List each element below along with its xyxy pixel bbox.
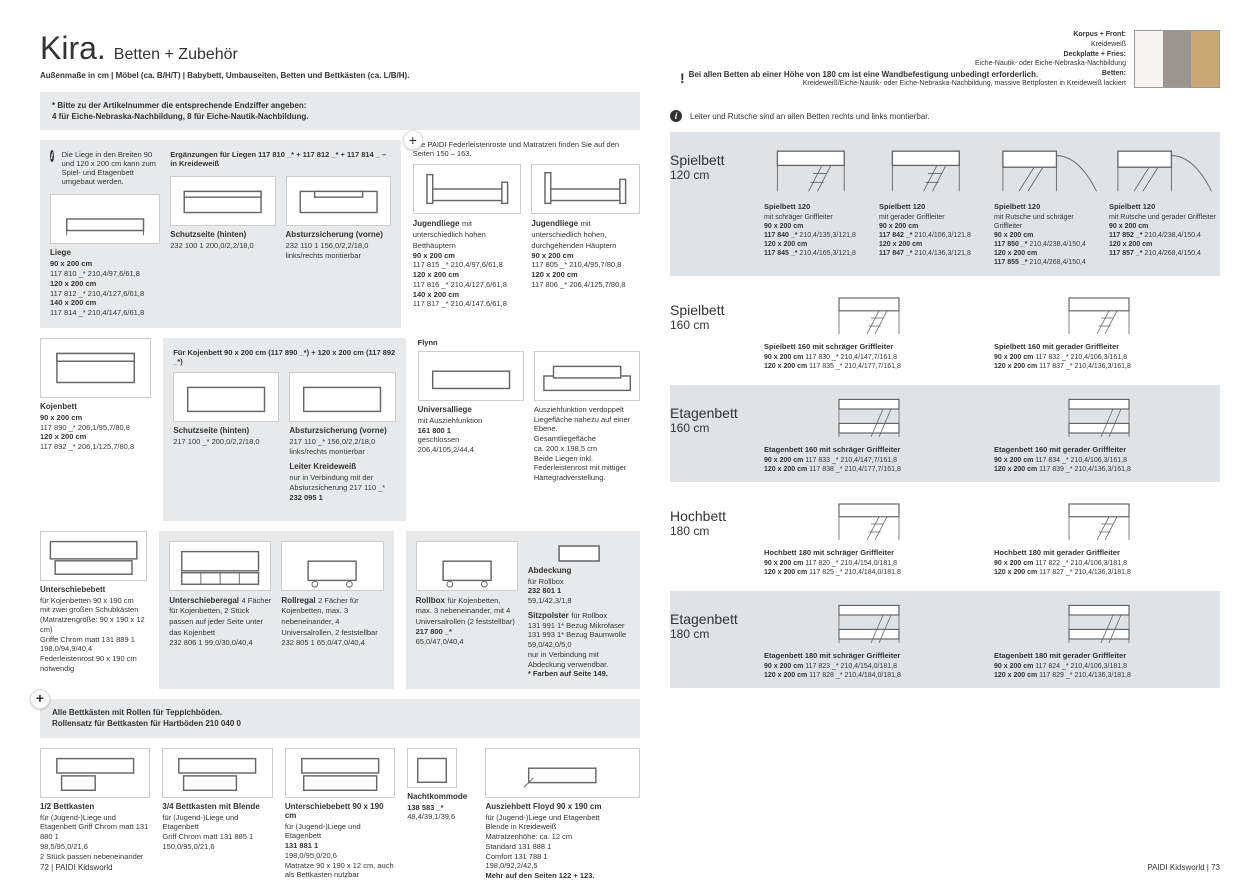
category-block: Hochbett180 cm Hochbett 180 mit schräger … <box>670 488 1220 585</box>
cat-title: Hochbett <box>670 508 750 524</box>
cat-product: Hochbett 180 mit gerader Griffleiter90 x… <box>994 496 1216 577</box>
color-swatch <box>1135 31 1163 87</box>
cat-product: Etagenbett 160 mit gerader Griffleiter90… <box>994 393 1216 474</box>
cat-product: Spielbett 120mit schräger Griffleiter90 … <box>764 140 871 268</box>
category-block: Etagenbett160 cm Etagenbett 160 mit schrä… <box>670 385 1220 482</box>
cat-sub: 180 cm <box>670 524 750 538</box>
cat-image <box>764 496 986 544</box>
info-icon: i <box>50 150 54 162</box>
cat-prod-title: Spielbett 120 <box>1109 202 1216 211</box>
cat-image <box>764 599 986 647</box>
cat-product: Hochbett 180 mit schräger Griffleiter90 … <box>764 496 986 577</box>
bettkasten-note: + Alle Bettkästen mit Rollen für Teppich… <box>40 699 640 737</box>
cat-prod-title: Spielbett 120 <box>994 202 1101 211</box>
unterschiebe-image <box>40 531 147 581</box>
cat-product: Etagenbett 180 mit schräger Griffleiter9… <box>764 599 986 680</box>
category-block: Etagenbett180 cm Etagenbett 180 mit schrä… <box>670 591 1220 688</box>
cat-image <box>1109 140 1216 198</box>
jugend1-image <box>413 164 522 214</box>
cat-prod-title: Etagenbett 180 mit schräger Griffleiter <box>764 651 986 660</box>
cat-product: Spielbett 120mit gerader Griffleiter90 x… <box>879 140 986 268</box>
cat-image <box>764 393 986 441</box>
footer-left: 72 | PAIDI Kidsworld <box>40 863 113 872</box>
info-text: Die Liege in den Breiten 90 und 120 x 20… <box>62 150 161 186</box>
rollregal-image <box>281 541 383 591</box>
absturz-image <box>286 176 391 226</box>
cat-prod-title: Hochbett 180 mit gerader Griffleiter <box>994 548 1216 557</box>
cat-prod-title: Spielbett 160 mit gerader Griffleiter <box>994 342 1216 351</box>
ubett-image <box>285 748 395 798</box>
bk12-image <box>40 748 150 798</box>
subtitle: Betten + Zubehör <box>114 46 238 64</box>
cat-image <box>764 140 871 198</box>
kojen-image <box>40 338 151 398</box>
cat-prod-title: Etagenbett 160 mit schräger Griffleiter <box>764 445 986 454</box>
unterregal-image <box>169 541 271 591</box>
cat-product: Spielbett 160 mit gerader Griffleiter90 … <box>994 290 1216 371</box>
erg-title: Ergänzungen für Liegen 117 810 _* + 117 … <box>170 150 391 168</box>
cat-prod-title: Spielbett 120 <box>764 202 871 211</box>
liege-title: Liege <box>50 248 160 257</box>
universal-image <box>418 351 524 401</box>
cat-title: Spielbett <box>670 152 750 168</box>
cat-image <box>994 496 1216 544</box>
cat-image <box>994 290 1216 338</box>
cat-product: Etagenbett 180 mit gerader Griffleiter90… <box>994 599 1216 680</box>
cat-product: Spielbett 160 mit schräger Griffleiter90… <box>764 290 986 371</box>
cat-title: Etagenbett <box>670 405 750 421</box>
cat-product: Etagenbett 160 mit schräger Griffleiter9… <box>764 393 986 474</box>
color-swatch <box>1191 31 1219 87</box>
schutz2-image <box>173 372 279 422</box>
cat-sub: 160 cm <box>670 318 750 332</box>
category-block: Spielbett160 cm Spielbett 160 mit schräge… <box>670 282 1220 379</box>
cat-product: Spielbett 120mit Rutsche und gerader Gri… <box>1109 140 1216 268</box>
info-icon: i <box>670 110 682 122</box>
color-swatch <box>1163 31 1191 87</box>
cat-prod-title: Spielbett 120 <box>879 202 986 211</box>
cat-prod-title: Spielbett 160 mit schräger Griffleiter <box>764 342 986 351</box>
cat-title: Etagenbett <box>670 611 750 627</box>
cat-sub: 120 cm <box>670 168 750 182</box>
cat-sub: 160 cm <box>670 421 750 435</box>
absturz2-image <box>289 372 395 422</box>
page-header: Kira. Betten + Zubehör Außenmaße in cm |… <box>40 30 640 80</box>
cat-prod-title: Etagenbett 180 mit gerader Griffleiter <box>994 651 1216 660</box>
rollbox-image <box>416 541 518 591</box>
schutz-image <box>170 176 275 226</box>
article-note: * Bitte zu der Artikelnummer die entspre… <box>40 92 640 130</box>
feder-note: Alle PAIDI Federleistenroste und Matratz… <box>413 140 640 158</box>
cat-image <box>994 140 1101 198</box>
cat-image <box>879 140 986 198</box>
cat-image <box>994 393 1216 441</box>
auszieh-image <box>534 351 640 401</box>
floyd-image <box>485 748 640 798</box>
title: Kira. <box>40 30 106 67</box>
warning-note: Bei allen Betten ab einer Höhe von 180 c… <box>680 70 1038 86</box>
bk34-image <box>162 748 272 798</box>
cat-image <box>994 599 1216 647</box>
category-block: Spielbett120 cm Spielbett 120mit schräger… <box>670 132 1220 276</box>
cat-sub: 180 cm <box>670 627 750 641</box>
header-note: Außenmaße in cm | Möbel (ca. B/H/T) | Ba… <box>40 71 640 80</box>
cat-image <box>764 290 986 338</box>
cat-product: Spielbett 120mit Rutsche und schräger Gr… <box>994 140 1101 268</box>
cat-prod-title: Hochbett 180 mit schräger Griffleiter <box>764 548 986 557</box>
jugend2-image <box>531 164 640 214</box>
cat-prod-title: Etagenbett 160 mit gerader Griffleiter <box>994 445 1216 454</box>
footer-right: PAIDI Kidsworld | 73 <box>1147 863 1220 872</box>
liege-image <box>50 194 160 244</box>
nacht-image <box>407 748 457 788</box>
cat-title: Spielbett <box>670 302 750 318</box>
plus-icon: + <box>30 689 50 709</box>
right-intro: i Leiter und Rutsche sind an allen Bette… <box>670 110 1220 122</box>
